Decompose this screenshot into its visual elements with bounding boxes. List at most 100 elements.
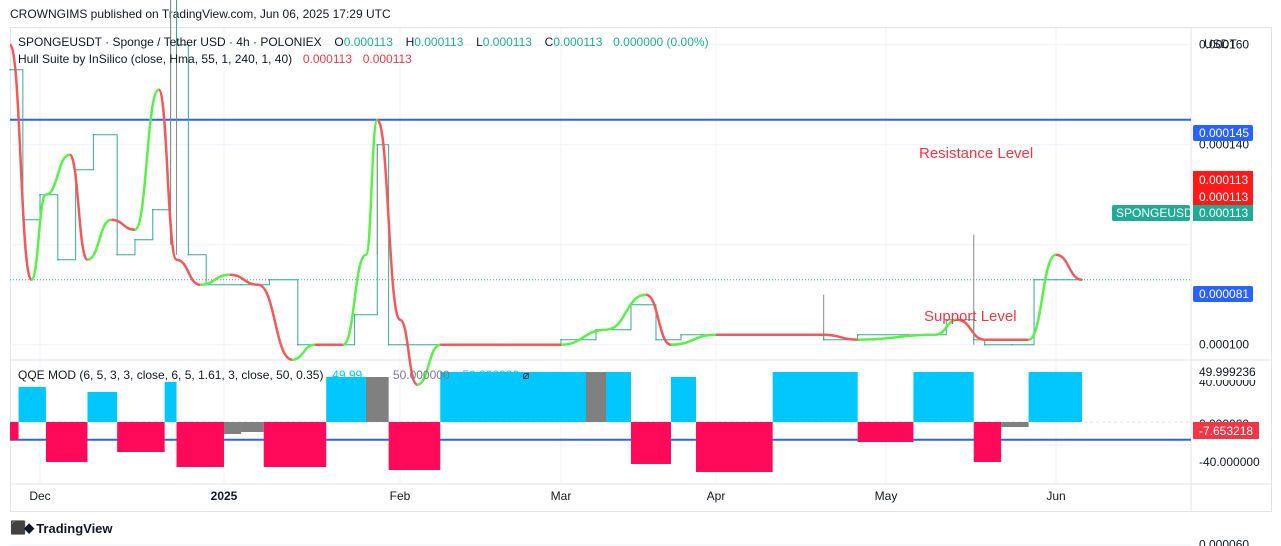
price-point bbox=[268, 278, 271, 281]
price-point bbox=[353, 313, 356, 316]
qqe-bar bbox=[857, 422, 914, 442]
qqe-legend: QQE MOD (6, 5, 3, 3, close, 6, 5, 1.61, … bbox=[18, 368, 530, 382]
qqe-bar bbox=[671, 377, 696, 422]
qqe-tick-label: -40.000000 bbox=[1199, 455, 1260, 469]
qqe-bar bbox=[586, 372, 606, 422]
symbol-tag-text: SPONGEUSDT bbox=[1116, 206, 1201, 220]
resistance-tag-text: 0.000145 bbox=[1199, 126, 1249, 140]
price-point bbox=[945, 318, 948, 321]
qqe-bar bbox=[631, 422, 671, 464]
hull-segment bbox=[176, 258, 201, 286]
hull-segment bbox=[45, 153, 71, 196]
open-value: 0.000113 bbox=[343, 35, 393, 49]
close-label: C bbox=[544, 35, 554, 49]
hull-segment bbox=[8, 43, 33, 281]
price-point bbox=[680, 333, 682, 336]
qqe-name: QQE MOD (6, 5, 3, 3, close, 6, 5, 1.61, … bbox=[18, 368, 324, 382]
high-label: H bbox=[405, 35, 415, 49]
qqe-bar bbox=[18, 387, 46, 422]
time-tick-label: Feb bbox=[390, 489, 411, 503]
last-price-tag: SPONGEUSDT 0.000113 bbox=[1112, 205, 1253, 221]
price-point bbox=[655, 338, 657, 341]
tradingview-logo-icon: ⬛◆ bbox=[10, 520, 34, 535]
price-point bbox=[175, 43, 178, 46]
hull-segment bbox=[398, 318, 419, 386]
symbol-legend: SPONGEUSDT · Sponge / Tether USD · 4h · … bbox=[18, 35, 709, 49]
hull-segment bbox=[364, 118, 379, 256]
hull-name: Hull Suite by InSilico (close, Hma, 55, … bbox=[18, 52, 293, 66]
tradingview-brand[interactable]: ⬛◆ TradingView bbox=[10, 520, 113, 536]
hull-segment bbox=[1027, 253, 1057, 341]
time-tick-label: Dec bbox=[29, 489, 50, 503]
qqe-value-1: 49.99 bbox=[332, 368, 363, 382]
currency-text: USDT bbox=[1204, 37, 1237, 51]
currency-label: USDT bbox=[1204, 37, 1237, 51]
axis-labels: 0.0001600.0001400.0001000.00006040.00000… bbox=[29, 38, 1260, 546]
qqe-top-tag-text: 49.999236 bbox=[1199, 365, 1256, 379]
qqe-bar bbox=[606, 372, 631, 422]
hull-segment bbox=[935, 318, 958, 336]
price-point bbox=[822, 338, 825, 341]
price-point bbox=[560, 338, 562, 341]
price-point bbox=[983, 343, 986, 346]
brand-text: TradingView bbox=[36, 520, 113, 536]
price-point bbox=[240, 283, 242, 286]
resistance-tag: 0.000145 bbox=[1193, 125, 1253, 141]
price-grid bbox=[10, 28, 1191, 546]
price-point bbox=[387, 343, 390, 346]
hull-segment bbox=[68, 153, 89, 261]
hull-segment bbox=[376, 118, 402, 321]
qqe-bar bbox=[440, 372, 586, 422]
price-tick-label: 0.000160 bbox=[1199, 38, 1249, 52]
qqe-top-tag: 49.999236 bbox=[1193, 364, 1265, 380]
qqe-bar bbox=[224, 422, 242, 434]
open-label: O bbox=[334, 35, 344, 49]
qqe-bar bbox=[326, 377, 366, 422]
price-point bbox=[1055, 278, 1057, 281]
qqe-current-tag-text: -7.653218 bbox=[1199, 424, 1253, 438]
qqe-bar bbox=[1001, 422, 1029, 427]
qqe-bar bbox=[87, 392, 118, 422]
hull-segment bbox=[257, 283, 293, 361]
qqe-bar bbox=[913, 372, 974, 422]
time-tick-label: Jun bbox=[1046, 489, 1065, 503]
price-tick-label: 0.000100 bbox=[1199, 338, 1249, 352]
time-tick-label: May bbox=[875, 489, 898, 503]
hull-segment bbox=[416, 343, 441, 386]
hull-segment bbox=[857, 333, 936, 341]
qqe-bar bbox=[10, 422, 19, 440]
hull-segment bbox=[229, 273, 259, 286]
hull-segment bbox=[30, 193, 48, 281]
resistance-label: Resistance Level bbox=[919, 145, 1033, 162]
hull-legend: Hull Suite by InSilico (close, Hma, 55, … bbox=[18, 52, 412, 66]
price-point bbox=[376, 143, 379, 146]
last-tag-text: 0.000113 bbox=[1199, 206, 1248, 220]
qqe-pane bbox=[10, 372, 1191, 472]
qqe-bar bbox=[696, 422, 773, 472]
price-point bbox=[151, 208, 154, 211]
time-tick-label: Apr bbox=[707, 489, 726, 503]
support-label: Support Level bbox=[924, 308, 1017, 325]
qqe-bar bbox=[365, 377, 389, 422]
hull-up-tag-text: 0.000113 bbox=[1199, 173, 1248, 187]
price-point bbox=[1033, 278, 1035, 281]
price-point bbox=[134, 238, 136, 241]
price-point bbox=[39, 193, 41, 196]
hull-up-tag: 0.000113 bbox=[1193, 171, 1253, 188]
chart-frame bbox=[10, 27, 1272, 512]
qqe-bar bbox=[973, 422, 1002, 462]
hull-value-1: 0.000113 bbox=[302, 52, 352, 66]
hull-segment bbox=[957, 318, 985, 341]
hull-segment bbox=[823, 333, 858, 341]
hidden-eye-icon[interactable]: ⌀ bbox=[522, 368, 530, 382]
price-point bbox=[9, 68, 11, 71]
qqe-bar bbox=[1028, 372, 1082, 422]
change-value: 0.000000 (0.00%) bbox=[613, 35, 709, 49]
publish-caption: CROWNGIMS published on TradingView.com, … bbox=[10, 7, 391, 21]
qqe-bar bbox=[241, 422, 264, 432]
hull-segment bbox=[605, 293, 647, 331]
hull-segment bbox=[645, 293, 672, 346]
hull-segment bbox=[342, 253, 367, 346]
price-point bbox=[297, 343, 299, 346]
